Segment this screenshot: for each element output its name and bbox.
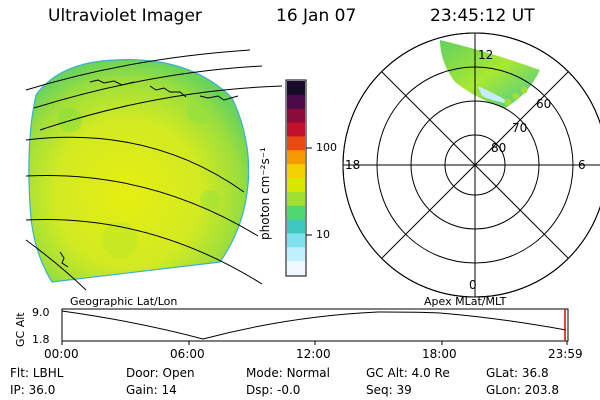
colorbar-stripe xyxy=(287,247,305,262)
colorbar-stripe xyxy=(287,150,305,165)
colorbar-stripe xyxy=(287,191,305,207)
mlt-label-12: 12 xyxy=(478,48,494,62)
colorbar-stripe xyxy=(287,94,305,110)
mlt-label-6: 6 xyxy=(578,158,586,172)
status-door: Door: Open xyxy=(126,366,195,380)
timeline-ytick-high: 9.0 xyxy=(32,306,50,319)
date-label: 16 Jan 07 xyxy=(276,6,357,26)
status-glat: GLat: 36.8 xyxy=(486,366,549,380)
status-gain: Gain: 14 xyxy=(126,383,177,397)
coastline xyxy=(59,79,239,268)
colorbar-stripe xyxy=(287,81,305,96)
timeline-xtick-1200: 12:00 xyxy=(296,347,331,361)
timeline-xtick-0600: 06:00 xyxy=(170,347,205,361)
colorbar-stripe xyxy=(287,178,305,193)
lat-label-80: 80 xyxy=(491,141,507,155)
status-ip: IP: 36.0 xyxy=(10,383,56,397)
timeline-panel xyxy=(61,308,569,345)
timeline-axis-label: GC Alt xyxy=(14,312,27,347)
status-dsp: Dsp: -0.0 xyxy=(246,383,301,397)
altitude-curve xyxy=(61,310,567,340)
geo-grid xyxy=(25,49,283,291)
colorbar-stripe xyxy=(287,205,305,221)
colorbar xyxy=(285,79,312,277)
time-label: 23:45:12 UT xyxy=(430,6,535,26)
aurora-oval xyxy=(440,40,540,108)
lat-label-70: 70 xyxy=(512,121,528,135)
mlt-label-18: 18 xyxy=(345,158,361,172)
colorbar-stripe xyxy=(287,233,305,248)
polar-projection-label: Apex MLat/MLT xyxy=(424,295,507,308)
mlt-label-0: 0 xyxy=(469,278,477,292)
instrument-title: Ultraviolet Imager xyxy=(48,6,202,26)
colorbar-tick-10: 10 xyxy=(316,228,330,241)
status-mode: Mode: Normal xyxy=(246,366,330,380)
status-glon: GLon: 203.8 xyxy=(486,383,559,397)
colorbar-stripe xyxy=(287,136,305,151)
polar-plot xyxy=(342,32,600,298)
map-projection-label: Geographic Lat/Lon xyxy=(70,295,178,308)
colorbar-stripe xyxy=(287,122,305,137)
timeline-xtick-2359: 23:59 xyxy=(548,347,583,361)
timeline-xtick-0000: 00:00 xyxy=(44,347,79,361)
colorbar-tick-100: 100 xyxy=(316,141,337,154)
colorbar-stripe xyxy=(287,164,305,179)
colorbar-stripe xyxy=(287,108,305,124)
status-filter: Flt: LBHL xyxy=(10,366,64,380)
timeline-ytick-low: 1.8 xyxy=(32,333,50,346)
status-seq: Seq: 39 xyxy=(366,383,412,397)
colorbar-unit-label: photon cm⁻²s⁻¹ xyxy=(258,147,272,240)
status-gc-alt: GC Alt: 4.0 Re xyxy=(366,366,450,380)
earth-disk xyxy=(28,59,250,283)
colorbar-stripe xyxy=(287,219,305,234)
timeline-xtick-1800: 18:00 xyxy=(422,347,457,361)
colorbar-stripe xyxy=(287,261,305,276)
lat-label-60: 60 xyxy=(536,97,552,111)
